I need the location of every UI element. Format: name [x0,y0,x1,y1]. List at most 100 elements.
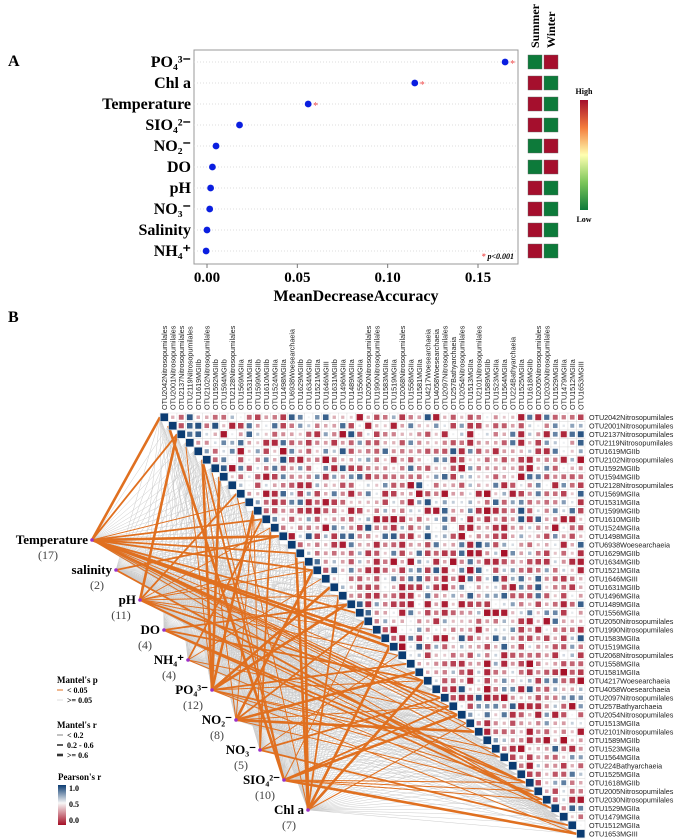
correlation-square [204,423,210,429]
correlation-square [332,449,336,453]
correlation-square [366,415,370,419]
otu-column-label: OTU1529MGIIa [551,359,560,410]
season-level-cell [543,96,559,112]
otu-column-label: OTU1594MGIIb [219,359,228,410]
correlation-square [231,433,234,436]
correlation-square [510,551,515,556]
correlation-square [441,575,448,582]
correlation-square [443,415,447,419]
correlation-square [576,829,585,838]
correlation-square [339,465,346,472]
correlation-square [338,591,347,600]
correlation-square [347,600,356,609]
correlation-square [458,686,465,693]
link-significant [211,603,348,692]
correlation-square [501,524,508,531]
correlation-square [475,550,482,557]
correlation-square [272,474,278,480]
correlation-square [501,584,507,590]
correlation-square [501,440,507,446]
env-factor-label: DO [141,622,161,637]
correlation-square [399,414,406,421]
correlation-square [366,466,371,471]
correlation-square [485,593,490,598]
correlation-square [450,533,456,539]
correlation-square [383,610,388,615]
correlation-square [348,423,354,429]
correlation-square [552,652,559,659]
correlation-square [332,423,337,428]
season-level-cell [543,159,559,175]
otu-column-label: OTU1619MGIIb [194,359,203,410]
correlation-square [357,584,363,590]
correlation-square [443,594,447,598]
correlation-square [426,475,430,479]
correlation-square [528,432,532,436]
correlation-square [321,574,330,583]
correlation-square [365,592,372,599]
correlation-square [366,560,370,564]
correlation-square [460,705,463,708]
correlation-square [552,423,558,429]
correlation-square [374,619,379,624]
correlation-square [238,457,244,463]
correlation-square [553,661,558,666]
correlation-square [577,677,584,684]
pearson-colorbar [58,785,66,825]
correlation-square [332,560,336,564]
correlation-square [570,653,575,658]
correlation-square [536,611,540,615]
otu-column-label: OTU4217Woesearchaeia [423,329,432,410]
correlation-square [375,483,379,487]
correlation-square [256,432,260,436]
correlation-square [442,670,447,675]
correlation-square [441,635,448,642]
correlation-square [476,593,481,598]
correlation-square [519,696,523,700]
correlation-square [281,525,286,530]
correlation-square [545,772,549,776]
season-level-cell [527,54,543,70]
correlation-square [408,415,413,420]
otu-column-label: OTU1479MGIIa [559,359,568,410]
correlation-square [569,516,576,523]
correlation-square [450,414,456,420]
correlation-square [492,558,499,565]
otu-row-label: OTU1569MGIIa [589,489,640,498]
correlation-square [415,668,424,677]
correlation-square [245,498,254,507]
correlation-square [535,601,541,607]
correlation-square [417,424,421,428]
correlation-square [340,482,346,488]
correlation-square [519,730,523,734]
env-factor-node [282,778,286,782]
correlation-square [544,695,549,700]
correlation-square [578,814,584,820]
correlation-square [477,483,481,487]
correlation-square [536,543,540,547]
correlation-square [375,424,379,428]
correlation-square [561,712,567,718]
correlation-square [577,482,584,489]
correlation-square [569,508,575,514]
link-nonsignificant [211,502,246,691]
correlation-square [484,542,490,548]
correlation-square [543,431,550,438]
correlation-square [442,500,447,505]
correlation-square [510,457,515,462]
correlation-square [467,516,474,523]
correlation-square [493,415,498,420]
correlation-square [509,584,516,591]
correlation-square [578,423,583,428]
correlation-square [553,585,558,590]
correlation-square [305,507,312,514]
env-factor-node [114,568,118,572]
correlation-square [442,440,447,445]
pearson-tick-label: 0.0 [69,816,79,825]
correlation-square [358,424,361,427]
correlation-square [510,720,516,726]
link-nonsignificant [219,476,285,781]
correlation-square [561,746,567,752]
correlation-square [289,448,295,454]
correlation-square [492,507,499,514]
